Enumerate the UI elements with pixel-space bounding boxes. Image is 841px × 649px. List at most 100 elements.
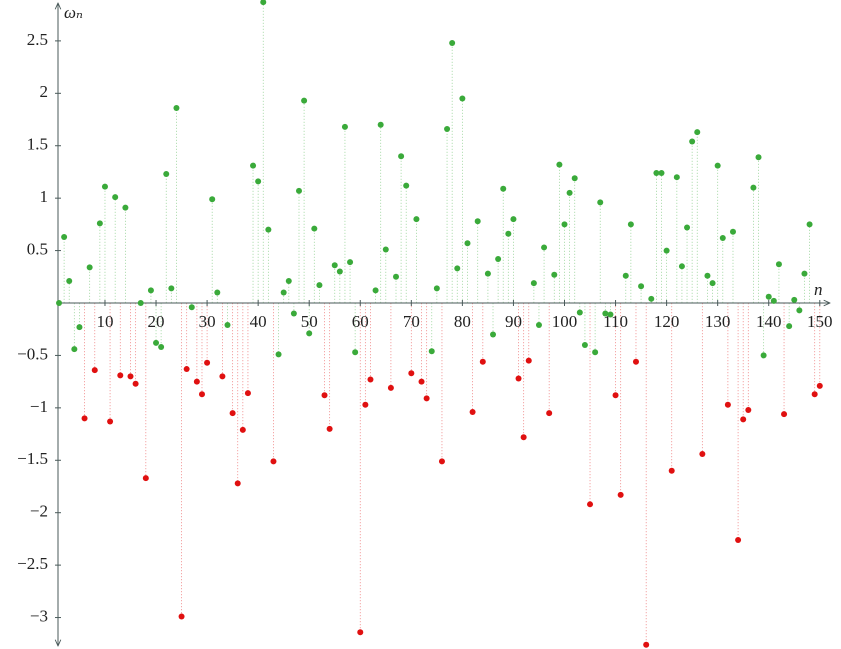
point xyxy=(469,409,476,416)
stems xyxy=(63,2,821,645)
point xyxy=(403,182,410,189)
point xyxy=(357,629,364,636)
x-tick-label: 30 xyxy=(199,312,216,331)
point xyxy=(678,263,685,270)
point xyxy=(632,358,639,365)
point xyxy=(622,272,629,279)
point xyxy=(147,287,154,294)
point xyxy=(423,395,430,402)
point xyxy=(61,233,68,240)
point xyxy=(398,153,405,160)
point xyxy=(449,39,456,46)
point xyxy=(163,171,170,178)
point xyxy=(561,221,568,228)
point xyxy=(689,138,696,145)
y-tick-label: −2.5 xyxy=(17,554,48,573)
point xyxy=(592,349,599,356)
point xyxy=(142,475,149,482)
point xyxy=(234,480,241,487)
x-tick-label: 150 xyxy=(807,312,833,331)
point xyxy=(454,265,461,272)
point xyxy=(755,154,762,161)
point xyxy=(250,162,257,169)
point xyxy=(280,289,287,296)
point xyxy=(265,226,272,233)
point xyxy=(551,271,558,278)
point xyxy=(418,378,425,385)
point xyxy=(81,415,88,422)
point xyxy=(541,244,548,251)
x-tick-label: 10 xyxy=(96,312,113,331)
point xyxy=(331,262,338,269)
point xyxy=(786,323,793,330)
point xyxy=(183,366,190,373)
point xyxy=(301,97,308,104)
y-tick-label: −1.5 xyxy=(17,449,48,468)
point xyxy=(546,410,553,417)
point xyxy=(362,401,369,408)
x-axis-label: n xyxy=(814,280,823,299)
point xyxy=(801,270,808,277)
point xyxy=(464,240,471,247)
y-tick-label: 2 xyxy=(40,82,49,101)
point xyxy=(66,277,73,284)
point xyxy=(204,359,211,366)
point xyxy=(270,458,277,465)
point xyxy=(694,129,701,136)
point xyxy=(341,123,348,130)
point xyxy=(740,416,747,423)
point xyxy=(627,221,634,228)
y-tick-label: −1 xyxy=(30,397,48,416)
point xyxy=(316,282,323,289)
point xyxy=(198,391,205,398)
point xyxy=(76,324,83,331)
point xyxy=(193,378,200,385)
point xyxy=(704,272,711,279)
point xyxy=(158,344,165,351)
point xyxy=(648,295,655,302)
point xyxy=(367,376,374,383)
y-tick-label: 1 xyxy=(40,187,49,206)
point xyxy=(581,341,588,348)
point xyxy=(382,246,389,253)
point xyxy=(791,296,798,303)
point xyxy=(571,175,578,182)
point xyxy=(505,230,512,237)
point xyxy=(209,196,216,203)
point xyxy=(444,125,451,132)
point xyxy=(244,390,251,397)
point xyxy=(709,280,716,287)
point xyxy=(510,216,517,223)
point xyxy=(117,372,124,379)
point xyxy=(239,426,246,433)
point xyxy=(229,410,236,417)
point xyxy=(56,300,63,307)
y-tick-label: −3 xyxy=(30,606,48,625)
point xyxy=(321,392,328,399)
point xyxy=(566,189,573,196)
point xyxy=(617,491,624,498)
point xyxy=(724,401,731,408)
point xyxy=(638,283,645,290)
point xyxy=(668,467,675,474)
point xyxy=(530,280,537,287)
x-tick-label: 130 xyxy=(705,312,731,331)
point xyxy=(556,161,563,168)
y-tick-label: −0.5 xyxy=(17,344,48,363)
point xyxy=(796,307,803,314)
point xyxy=(188,304,195,311)
point xyxy=(71,346,78,353)
point xyxy=(295,187,302,194)
point xyxy=(490,331,497,338)
point xyxy=(311,225,318,232)
point xyxy=(112,194,119,201)
point xyxy=(643,641,650,648)
point xyxy=(255,178,262,185)
point xyxy=(107,418,114,425)
point xyxy=(684,224,691,231)
point xyxy=(275,351,282,358)
point xyxy=(525,357,532,364)
point xyxy=(260,0,267,6)
point xyxy=(347,259,354,266)
point xyxy=(86,264,93,271)
